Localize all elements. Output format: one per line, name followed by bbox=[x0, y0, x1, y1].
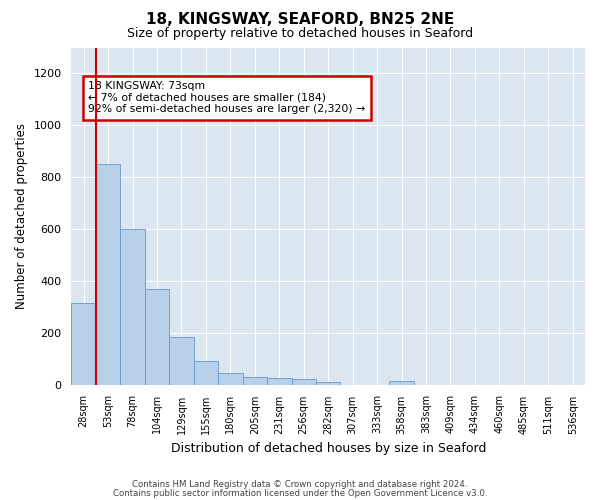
Bar bbox=[121, 229, 145, 384]
Text: 18, KINGSWAY, SEAFORD, BN25 2NE: 18, KINGSWAY, SEAFORD, BN25 2NE bbox=[146, 12, 454, 28]
Bar bbox=[316, 382, 340, 384]
Text: Contains public sector information licensed under the Open Government Licence v3: Contains public sector information licen… bbox=[113, 489, 487, 498]
X-axis label: Distribution of detached houses by size in Seaford: Distribution of detached houses by size … bbox=[170, 442, 486, 455]
Bar bbox=[267, 378, 292, 384]
Bar bbox=[169, 336, 194, 384]
Bar bbox=[194, 361, 218, 384]
Bar bbox=[96, 164, 121, 384]
Bar bbox=[145, 288, 169, 384]
Text: Size of property relative to detached houses in Seaford: Size of property relative to detached ho… bbox=[127, 28, 473, 40]
Bar bbox=[242, 377, 267, 384]
Bar bbox=[71, 303, 96, 384]
Bar bbox=[218, 373, 242, 384]
Text: 18 KINGSWAY: 73sqm
← 7% of detached houses are smaller (184)
92% of semi-detache: 18 KINGSWAY: 73sqm ← 7% of detached hous… bbox=[88, 81, 365, 114]
Bar bbox=[292, 380, 316, 384]
Text: Contains HM Land Registry data © Crown copyright and database right 2024.: Contains HM Land Registry data © Crown c… bbox=[132, 480, 468, 489]
Y-axis label: Number of detached properties: Number of detached properties bbox=[15, 123, 28, 309]
Bar bbox=[389, 380, 414, 384]
